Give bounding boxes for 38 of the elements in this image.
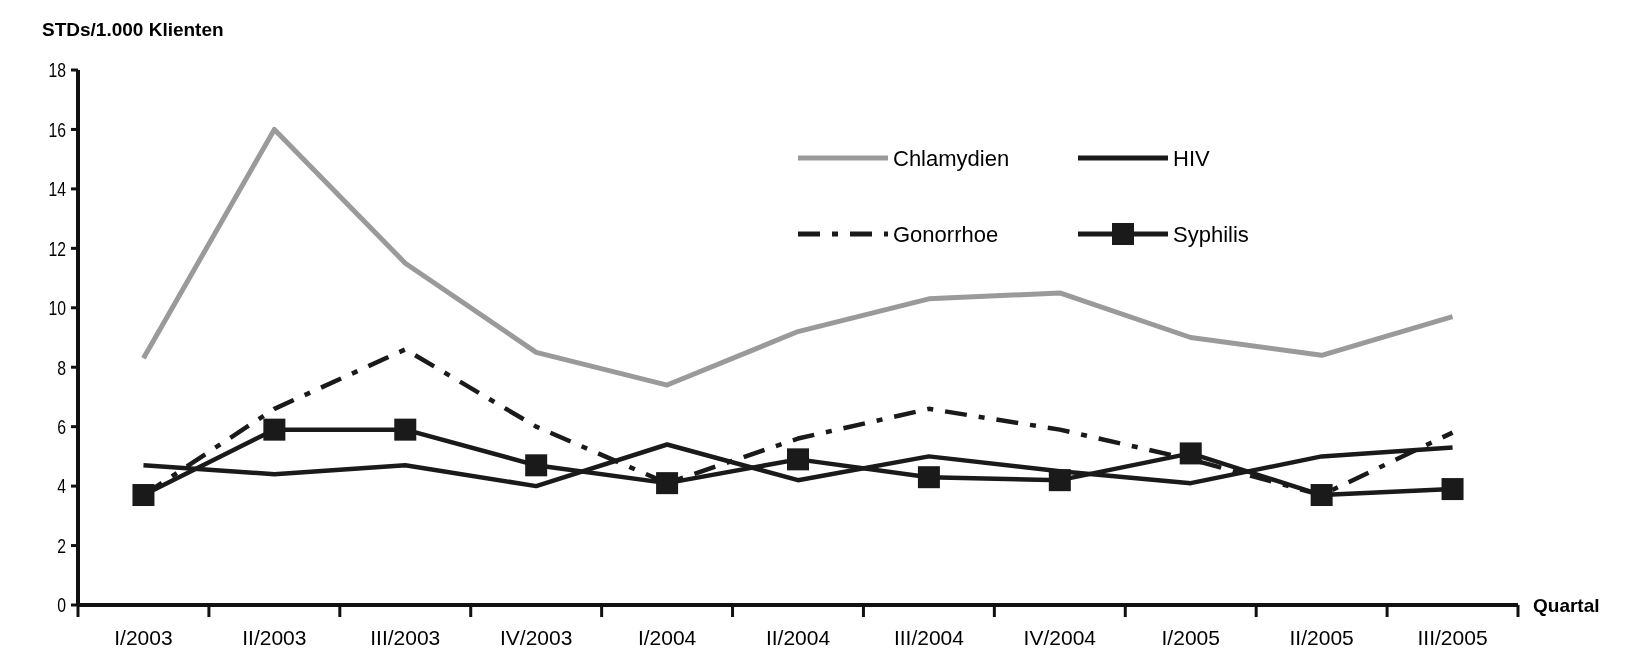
point	[917, 466, 940, 489]
point	[1179, 442, 1202, 465]
y-tick-label: 10	[48, 295, 66, 320]
legend-label: HIV	[1173, 145, 1210, 171]
x-tick-label: III/2004	[893, 626, 965, 649]
y-tick-label: 8	[57, 355, 66, 380]
legend-label: Chlamydien	[893, 145, 1010, 171]
x-tick-label: II/2004	[765, 626, 831, 649]
x-tick-label: II/2003	[242, 626, 307, 649]
y-tick-label: 6	[57, 414, 66, 439]
legend-label: Gonorrhoe	[893, 221, 999, 247]
x-tick-label: II/2005	[1289, 626, 1354, 649]
y-tick-label: 0	[57, 593, 66, 617]
x-tick-label: I/2005	[1161, 626, 1220, 649]
x-axis-title: Quartal	[1533, 595, 1600, 616]
x-tick-label: III/2005	[1417, 626, 1488, 649]
x-tick-label: IV/2004	[1023, 626, 1097, 649]
y-tick-label: 2	[57, 533, 66, 558]
y-tick-label: 14	[48, 177, 66, 201]
legend-label: Syphilis	[1173, 221, 1249, 247]
point	[1310, 484, 1333, 507]
point	[1441, 478, 1464, 501]
x-tick-label: I/2003	[114, 626, 173, 649]
y-axis-title: STDs/1.000 Klienten	[42, 19, 224, 40]
x-tick-label: III/2003	[370, 626, 441, 649]
x-tick-label: I/2004	[637, 626, 697, 649]
y-tick-label: 16	[48, 117, 66, 142]
point	[525, 454, 548, 477]
x-tick-label: IV/2003	[499, 626, 573, 649]
point	[263, 418, 286, 441]
point	[656, 472, 679, 495]
y-tick-label: 12	[48, 236, 66, 261]
point	[787, 448, 809, 471]
point	[394, 418, 417, 441]
point	[1048, 469, 1071, 492]
y-tick-label: 4	[57, 474, 66, 498]
y-tick-label: 18	[48, 58, 66, 82]
point	[132, 484, 155, 507]
